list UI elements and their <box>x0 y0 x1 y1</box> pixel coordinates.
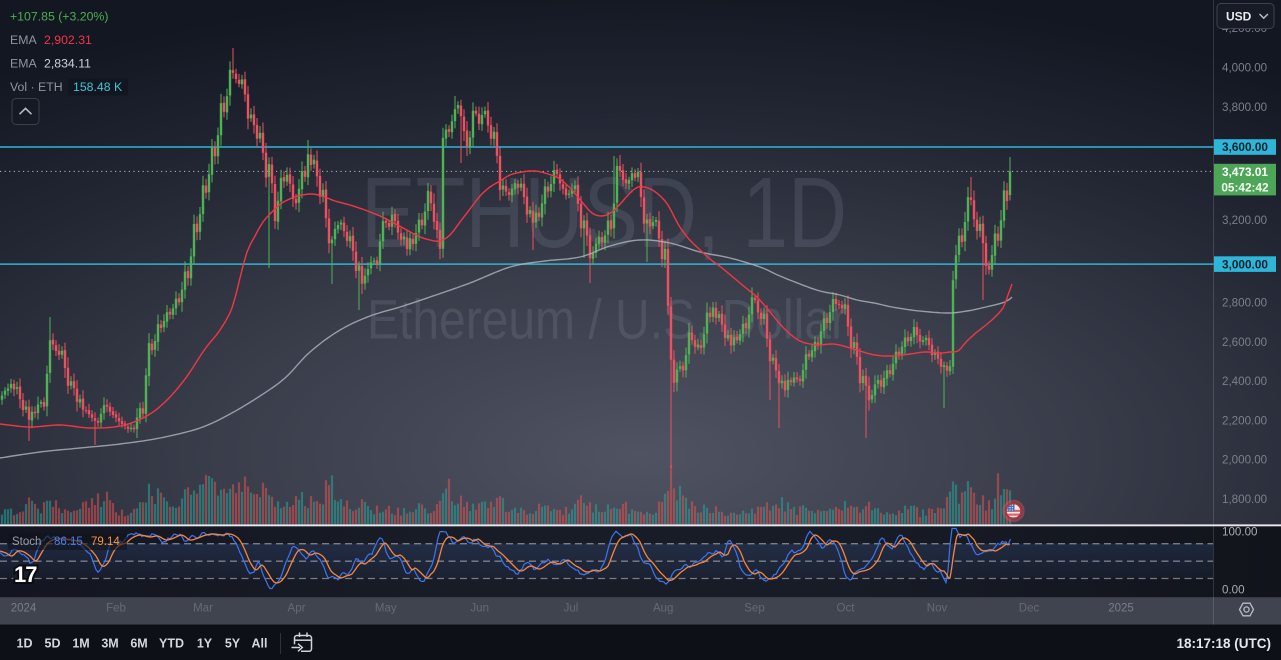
svg-text:86.15: 86.15 <box>54 536 83 548</box>
svg-text:May: May <box>375 603 397 615</box>
svg-text:3,000.00: 3,000.00 <box>1222 257 1268 271</box>
svg-text:Jul: Jul <box>564 603 579 615</box>
svg-text:EMA: EMA <box>10 33 37 47</box>
svg-text:Apr: Apr <box>288 603 306 615</box>
svg-text:2025: 2025 <box>1108 603 1134 615</box>
svg-text:5Y: 5Y <box>225 637 241 651</box>
svg-text:79.14: 79.14 <box>91 536 120 548</box>
svg-text:Nov: Nov <box>927 603 948 615</box>
svg-text:1D: 1D <box>17 637 33 651</box>
svg-text:1Y: 1Y <box>197 637 213 651</box>
svg-text:100.00: 100.00 <box>1222 526 1257 539</box>
svg-text:2,200.00: 2,200.00 <box>1222 414 1267 427</box>
svg-text:2,400.00: 2,400.00 <box>1222 375 1267 388</box>
svg-text:YTD: YTD <box>159 637 184 651</box>
svg-text:3,200.00: 3,200.00 <box>1222 214 1267 227</box>
svg-text:Feb: Feb <box>106 603 126 615</box>
svg-text:05:42:42: 05:42:42 <box>1221 180 1269 194</box>
svg-text:Mar: Mar <box>193 603 213 615</box>
svg-text:6M: 6M <box>130 637 147 651</box>
svg-text:3,473.01: 3,473.01 <box>1222 165 1268 179</box>
svg-text:Aug: Aug <box>653 603 673 615</box>
svg-text:18:17:18 (UTC): 18:17:18 (UTC) <box>1176 636 1271 651</box>
svg-text:2024: 2024 <box>11 603 37 615</box>
svg-text:0.00: 0.00 <box>1222 583 1245 596</box>
svg-text:2,902.31: 2,902.31 <box>44 33 92 47</box>
svg-text:3,800.00: 3,800.00 <box>1222 101 1267 114</box>
svg-text:4,000.00: 4,000.00 <box>1222 62 1267 75</box>
svg-text:+107.85 (+3.20%): +107.85 (+3.20%) <box>10 10 108 24</box>
svg-text:2,834.11: 2,834.11 <box>44 57 91 71</box>
svg-text:3M: 3M <box>101 637 118 651</box>
svg-text:3,600.00: 3,600.00 <box>1222 140 1268 154</box>
svg-text:5D: 5D <box>45 637 61 651</box>
svg-text:Dec: Dec <box>1019 603 1040 615</box>
svg-text:2,600.00: 2,600.00 <box>1222 336 1267 349</box>
svg-text:2,000.00: 2,000.00 <box>1222 454 1267 467</box>
svg-text:Stoch: Stoch <box>12 536 41 548</box>
svg-text:Jun: Jun <box>470 603 489 615</box>
svg-text:17: 17 <box>14 562 37 587</box>
svg-text:Sep: Sep <box>744 603 764 615</box>
svg-text:1,800.00: 1,800.00 <box>1222 493 1267 506</box>
svg-text:EMA: EMA <box>10 57 37 71</box>
svg-text:Oct: Oct <box>837 603 856 615</box>
svg-text:1M: 1M <box>72 637 89 651</box>
svg-text:158.48 K: 158.48 K <box>73 80 123 94</box>
svg-text:All: All <box>252 637 268 651</box>
svg-text:Vol · ETH: Vol · ETH <box>10 80 63 94</box>
svg-text:USD: USD <box>1226 10 1252 24</box>
svg-text:2,800.00: 2,800.00 <box>1222 297 1267 310</box>
